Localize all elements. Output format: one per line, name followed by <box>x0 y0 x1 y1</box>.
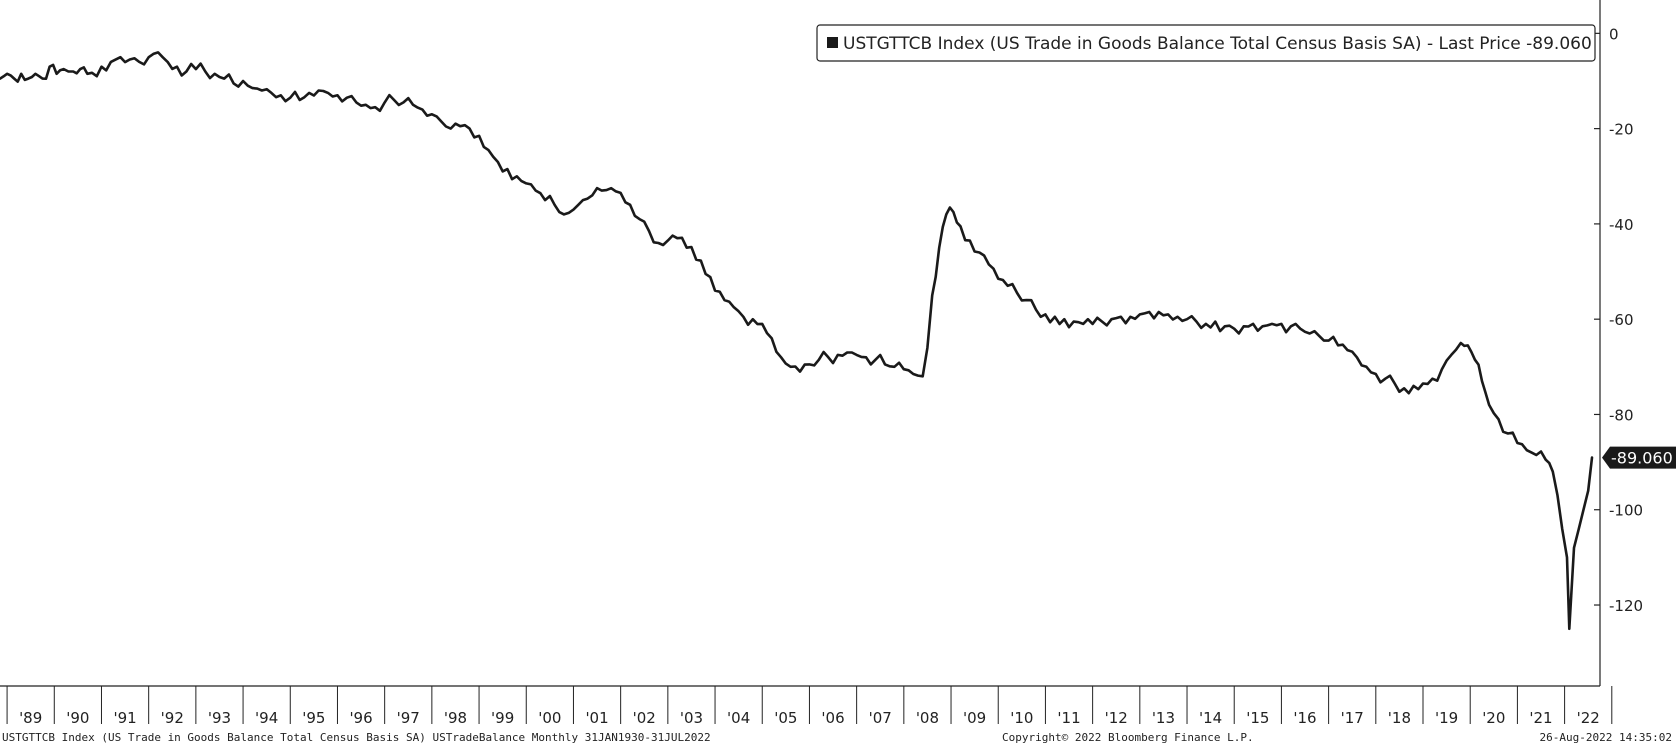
footer-copyright: Copyright© 2022 Bloomberg Finance L.P. <box>1002 731 1254 744</box>
x-tick-label: '22 <box>1577 709 1600 727</box>
x-tick-label: '93 <box>208 709 231 727</box>
y-tick-label: -120 <box>1609 597 1643 615</box>
series-line <box>0 51 1594 631</box>
x-tick-label: '97 <box>397 709 420 727</box>
x-tick-label: '11 <box>1057 709 1080 727</box>
legend-box <box>816 24 1596 62</box>
x-tick-label: '02 <box>633 709 656 727</box>
x-tick-label: '09 <box>963 709 986 727</box>
x-tick-label: '01 <box>585 709 608 727</box>
x-ticks: '89 '90 '91 '92 '93 '94 '95 '96 '97 '98 '99 '00 '01 '… <box>6 686 1613 727</box>
x-tick-label: '15 <box>1246 709 1269 727</box>
y-tick-label: -40 <box>1609 216 1634 234</box>
legend-swatch <box>827 37 838 48</box>
x-tick-label: '04 <box>727 709 750 727</box>
axes <box>0 0 1601 687</box>
x-tick-label: '06 <box>821 709 844 727</box>
last-value-tag <box>1602 446 1676 469</box>
x-tick-label: '00 <box>538 709 561 727</box>
x-tick-label: '10 <box>1010 709 1033 727</box>
x-tick-label: '99 <box>491 709 514 727</box>
x-tick-label: '95 <box>302 709 325 727</box>
x-tick-label: '13 <box>1152 709 1175 727</box>
x-tick-label: '96 <box>349 709 372 727</box>
x-tick-label: '19 <box>1435 709 1458 727</box>
x-tick-label: '94 <box>255 709 278 727</box>
x-tick-label: '91 <box>113 709 136 727</box>
legend-label: USTGTTCB Index (US Trade in Goods Balanc… <box>843 34 1592 54</box>
x-tick-label: '14 <box>1199 709 1222 727</box>
footer-timestamp: 26-Aug-2022 14:35:02 <box>1539 731 1672 744</box>
x-tick-label: '18 <box>1388 709 1411 727</box>
x-tick-label: '03 <box>680 709 703 727</box>
x-tick-label: '92 <box>161 709 184 727</box>
x-tick-label: '20 <box>1482 709 1505 727</box>
last-value-marker: -89.060 <box>1602 446 1676 469</box>
y-tick-label: -80 <box>1609 406 1634 424</box>
x-tick-label: '98 <box>444 709 467 727</box>
x-tick-label: '05 <box>774 709 797 727</box>
x-tick-label: '08 <box>916 709 939 727</box>
legend: USTGTTCB Index (US Trade in Goods Balanc… <box>816 24 1596 62</box>
y-tick-label: -20 <box>1609 121 1634 139</box>
x-tick-label: '07 <box>869 709 892 727</box>
x-tick-label: '90 <box>66 709 89 727</box>
last-value-label: -89.060 <box>1611 449 1673 468</box>
y-tick-label: -100 <box>1609 502 1643 520</box>
x-tick-label: '17 <box>1341 709 1364 727</box>
y-ticks: 0 -20 -40 -60 -80 -100 -120 <box>1594 25 1643 615</box>
x-tick-label: '21 <box>1529 709 1552 727</box>
x-tick-label: '89 <box>19 709 42 727</box>
y-tick-label: 0 <box>1609 25 1619 43</box>
y-tick-label: -60 <box>1609 311 1634 329</box>
x-tick-label: '12 <box>1105 709 1128 727</box>
x-tick-label: '16 <box>1293 709 1316 727</box>
footer-source: USTGTTCB Index (US Trade in Goods Balanc… <box>2 731 711 744</box>
